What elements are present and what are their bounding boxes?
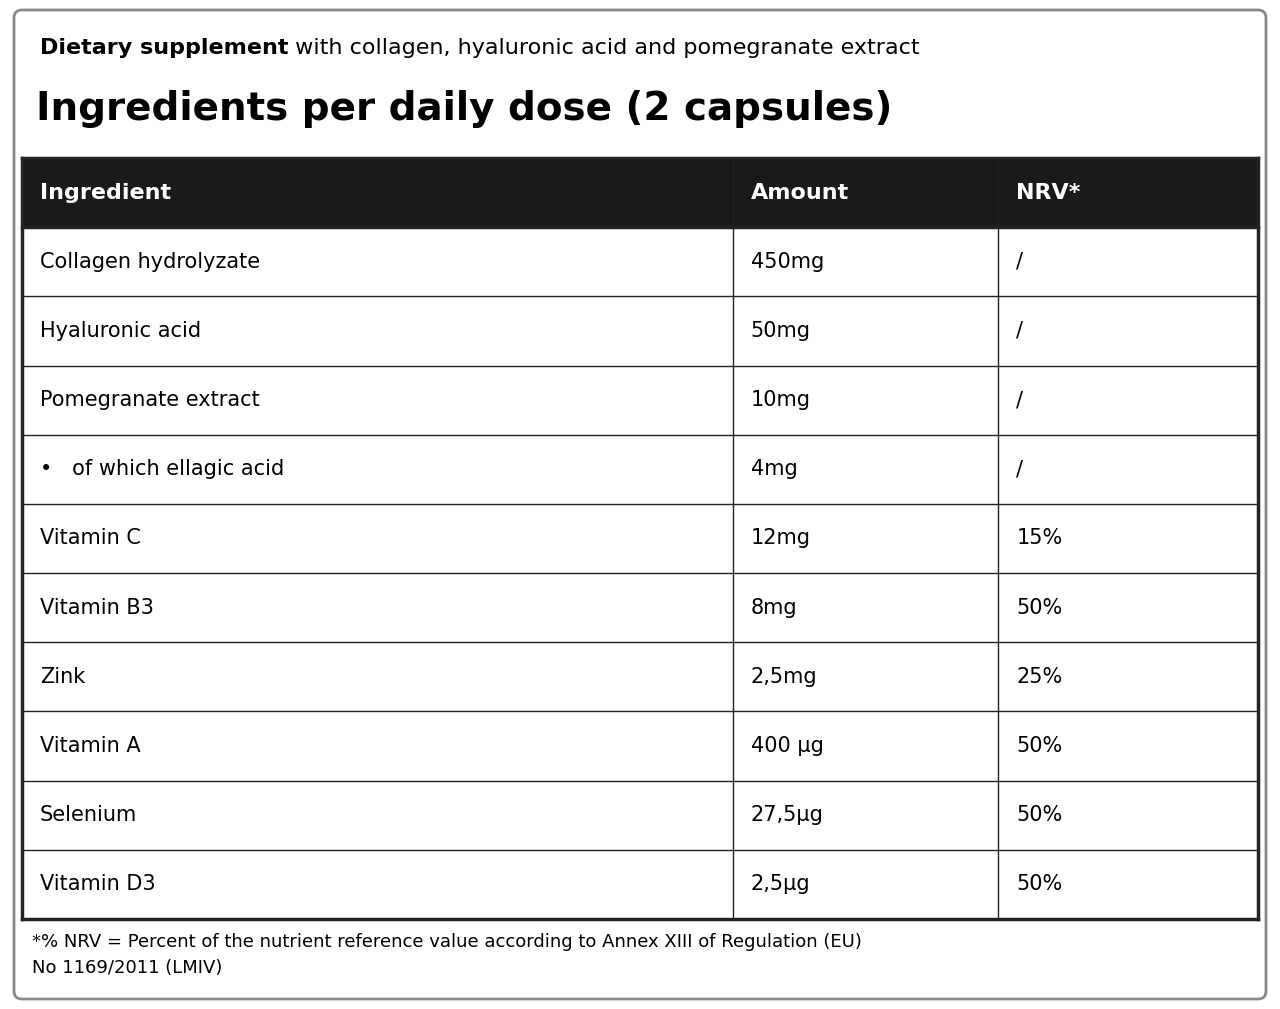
Text: Amount: Amount xyxy=(750,183,849,203)
Text: 50%: 50% xyxy=(1016,736,1062,756)
Text: No 1169/2011 (LMIV): No 1169/2011 (LMIV) xyxy=(32,959,223,977)
Text: 50%: 50% xyxy=(1016,805,1062,825)
Text: 8mg: 8mg xyxy=(750,597,797,618)
Text: 27,5μg: 27,5μg xyxy=(750,805,823,825)
Text: /: / xyxy=(1016,321,1024,341)
Text: 450mg: 450mg xyxy=(750,252,824,271)
FancyBboxPatch shape xyxy=(14,10,1266,999)
Text: Selenium: Selenium xyxy=(40,805,137,825)
Text: Hyaluronic acid: Hyaluronic acid xyxy=(40,321,201,341)
Bar xyxy=(22,711,1258,781)
Text: with collagen, hyaluronic acid and pomegranate extract: with collagen, hyaluronic acid and pomeg… xyxy=(288,38,920,58)
Text: •   of which ellagic acid: • of which ellagic acid xyxy=(40,459,284,479)
Text: 50%: 50% xyxy=(1016,875,1062,894)
Text: 10mg: 10mg xyxy=(750,390,810,410)
Text: 12mg: 12mg xyxy=(750,529,810,549)
Text: 400 μg: 400 μg xyxy=(750,736,823,756)
Text: 2,5mg: 2,5mg xyxy=(750,667,818,687)
Text: 25%: 25% xyxy=(1016,667,1062,687)
Text: Pomegranate extract: Pomegranate extract xyxy=(40,390,260,410)
Bar xyxy=(22,781,1258,850)
Text: Dietary supplement: Dietary supplement xyxy=(40,38,288,58)
Text: /: / xyxy=(1016,459,1024,479)
Text: Ingredients per daily dose (2 capsules): Ingredients per daily dose (2 capsules) xyxy=(36,90,892,128)
Bar xyxy=(22,573,1258,643)
Text: Vitamin A: Vitamin A xyxy=(40,736,141,756)
Bar xyxy=(22,643,1258,711)
Text: NRV*: NRV* xyxy=(1016,183,1080,203)
Text: Collagen hydrolyzate: Collagen hydrolyzate xyxy=(40,252,260,271)
Text: /: / xyxy=(1016,390,1024,410)
Text: Vitamin D3: Vitamin D3 xyxy=(40,875,156,894)
Text: Zink: Zink xyxy=(40,667,86,687)
Text: Vitamin C: Vitamin C xyxy=(40,529,141,549)
Bar xyxy=(22,435,1258,503)
Bar xyxy=(22,158,1258,227)
Text: 50mg: 50mg xyxy=(750,321,810,341)
Bar xyxy=(22,850,1258,919)
Bar xyxy=(22,227,1258,297)
Text: 4mg: 4mg xyxy=(750,459,797,479)
Bar xyxy=(22,503,1258,573)
Text: *% NRV = Percent of the nutrient reference value according to Annex XIII of Regu: *% NRV = Percent of the nutrient referen… xyxy=(32,933,861,951)
Text: Vitamin B3: Vitamin B3 xyxy=(40,597,154,618)
Text: 2,5μg: 2,5μg xyxy=(750,875,810,894)
Text: Ingredient: Ingredient xyxy=(40,183,172,203)
Text: 50%: 50% xyxy=(1016,597,1062,618)
Text: /: / xyxy=(1016,252,1024,271)
Text: 15%: 15% xyxy=(1016,529,1062,549)
Bar xyxy=(22,365,1258,435)
Bar xyxy=(22,297,1258,365)
